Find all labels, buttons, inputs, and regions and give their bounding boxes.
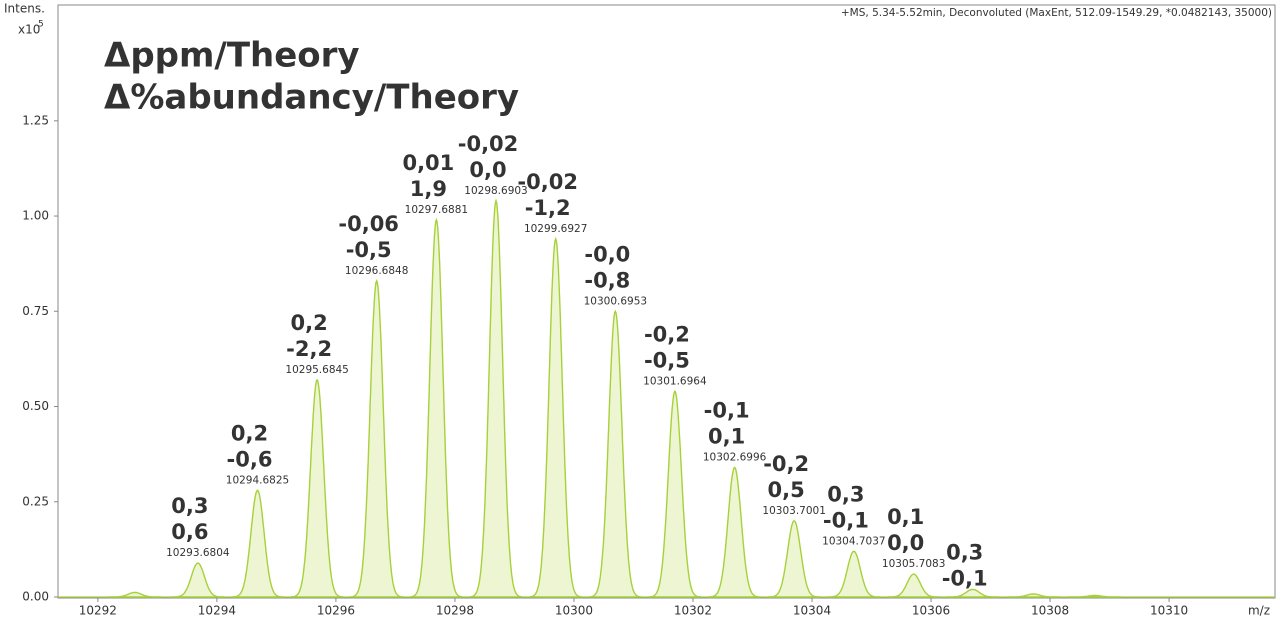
ppm-label: -0,1 bbox=[704, 398, 750, 422]
legend-abundancy: Δ%abundancy/Theory bbox=[104, 78, 519, 118]
ppm-label: -0,06 bbox=[338, 212, 399, 236]
abundancy-label: -2,2 bbox=[286, 337, 332, 361]
ppm-label: 0,3 bbox=[946, 540, 983, 564]
peak-label: 10296.6848 bbox=[345, 265, 408, 277]
peak bbox=[291, 378, 344, 598]
ppm-label: -0,2 bbox=[763, 452, 809, 476]
subtitle: +MS, 5.34-5.52min, Deconvoluted (MaxEnt,… bbox=[841, 7, 1272, 19]
minor-peak bbox=[1007, 593, 1060, 598]
ppm-label: 0,2 bbox=[231, 421, 268, 445]
abundancy-label: -0,8 bbox=[584, 268, 630, 292]
peak bbox=[171, 562, 225, 598]
abundancy-label: -0,5 bbox=[644, 348, 690, 372]
peak-label: 10302.6996 bbox=[703, 451, 767, 463]
peak bbox=[529, 236, 582, 598]
x-tick-label: 10304 bbox=[793, 604, 831, 618]
peak-label: 10294.6825 bbox=[226, 474, 289, 486]
x-tick-label: 10300 bbox=[555, 604, 593, 618]
abundancy-label: 0,0 bbox=[469, 158, 506, 182]
x-tick-label: 10308 bbox=[1031, 604, 1069, 618]
peak-label: 10300.6953 bbox=[584, 295, 647, 307]
minor-peak bbox=[1068, 594, 1121, 598]
plot-frame bbox=[57, 4, 1276, 599]
abundancy-label: -0,1 bbox=[942, 566, 988, 590]
abundancy-label: -1,2 bbox=[525, 196, 571, 220]
legend-ppm: Δppm/Theory bbox=[104, 36, 360, 76]
x-tick-label: 10292 bbox=[79, 604, 117, 618]
abundancy-label: 0,0 bbox=[887, 531, 924, 555]
y-axis-label: Intens. bbox=[4, 2, 45, 16]
x-tick-label: 10310 bbox=[1150, 604, 1188, 618]
peak-label: 10297.6881 bbox=[405, 204, 468, 216]
x-tick-label: 10294 bbox=[198, 604, 236, 618]
x-tick-label: 10306 bbox=[912, 604, 950, 618]
peak bbox=[231, 489, 284, 598]
ppm-label: 0,01 bbox=[402, 151, 454, 175]
peak bbox=[708, 466, 761, 598]
y-tick-label: 1.25 bbox=[22, 113, 49, 127]
ppm-label: 0,2 bbox=[291, 311, 328, 335]
abundancy-label: -0,1 bbox=[823, 508, 869, 532]
peak bbox=[469, 198, 523, 598]
ppm-label: -0,02 bbox=[517, 170, 578, 194]
ppm-label: 0,1 bbox=[887, 505, 924, 529]
abundancy-label: 1,9 bbox=[410, 177, 447, 201]
abundancy-label: 0,5 bbox=[768, 478, 805, 502]
ppm-label: 0,3 bbox=[171, 494, 208, 518]
peak bbox=[589, 309, 642, 598]
peak-label: 10298.6903 bbox=[464, 185, 527, 197]
peak-label: 10299.6927 bbox=[524, 223, 587, 235]
peak bbox=[887, 573, 940, 598]
x-axis-label: m/z bbox=[1248, 604, 1270, 618]
peak-label: 10303.7001 bbox=[762, 505, 825, 517]
peak-label: 10293.6804 bbox=[166, 547, 230, 559]
abundancy-label: -0,5 bbox=[346, 238, 392, 262]
abundancy-label: 0,6 bbox=[171, 520, 208, 544]
ppm-label: -0,02 bbox=[458, 132, 519, 156]
peak-label: 10305.7083 bbox=[882, 558, 945, 570]
minor-peak bbox=[108, 591, 161, 598]
x-tick-label: 10298 bbox=[436, 604, 474, 618]
peak bbox=[350, 278, 403, 598]
peak-label: 10295.6845 bbox=[285, 364, 348, 376]
x-tick-label: 10296 bbox=[317, 604, 355, 618]
y-scale-exponent: 5 bbox=[38, 20, 44, 30]
abundancy-label: 0,1 bbox=[708, 424, 745, 448]
y-scale-prefix: x10 bbox=[18, 23, 40, 37]
peak bbox=[410, 217, 463, 598]
peak-label: 10301.6964 bbox=[643, 375, 707, 387]
ppm-label: -0,2 bbox=[644, 322, 690, 346]
x-tick-label: 10302 bbox=[674, 604, 712, 618]
peak bbox=[648, 390, 702, 598]
peak bbox=[946, 588, 999, 598]
y-tick-label: 0.75 bbox=[22, 304, 49, 318]
y-tick-label: 1.00 bbox=[22, 209, 49, 223]
peak bbox=[768, 519, 821, 598]
abundancy-label: -0,6 bbox=[227, 447, 273, 471]
ppm-label: 0,3 bbox=[827, 482, 864, 506]
y-tick-label: 0.25 bbox=[22, 494, 49, 508]
y-tick-label: 0.50 bbox=[22, 399, 49, 413]
y-tick-label: 0.00 bbox=[22, 590, 49, 604]
peak-label: 10304.7037 bbox=[822, 535, 885, 547]
ppm-label: -0,0 bbox=[584, 242, 630, 266]
peak bbox=[827, 550, 881, 598]
